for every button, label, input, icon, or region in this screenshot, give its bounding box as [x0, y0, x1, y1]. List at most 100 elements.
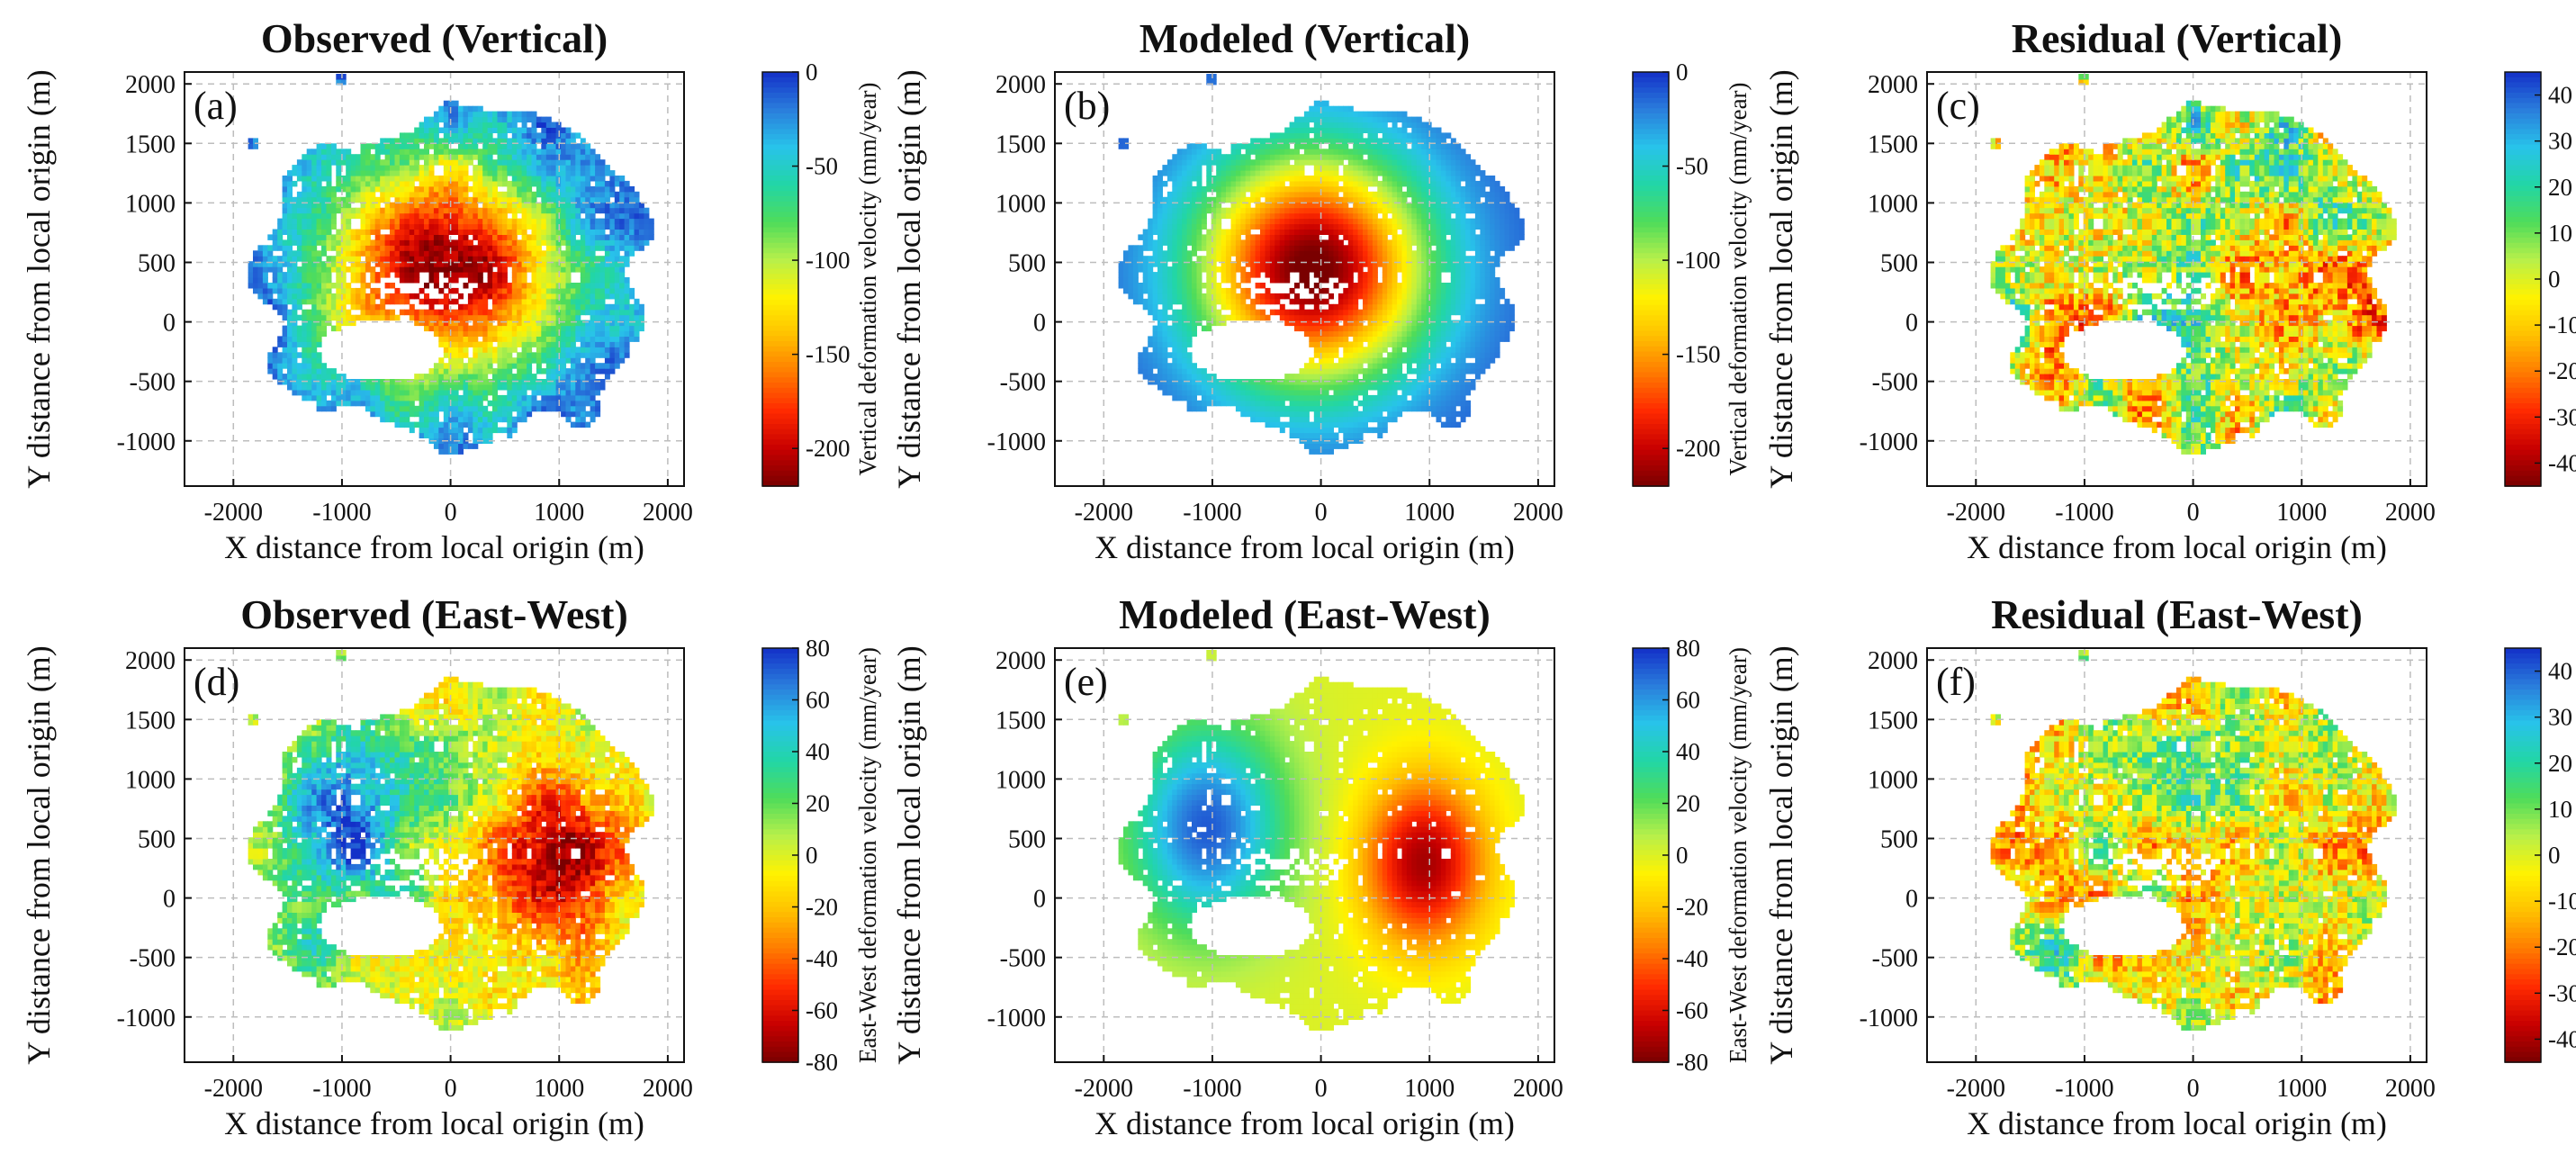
- heatmap-cell: [464, 320, 469, 327]
- heatmap-cell: [502, 132, 508, 139]
- heatmap-cell: [444, 310, 449, 316]
- heatmap-cell: [482, 197, 488, 203]
- heatmap-cell: [331, 401, 337, 407]
- heatmap-cell: [410, 132, 415, 139]
- heatmap-cell: [400, 422, 405, 428]
- heatmap-cell: [473, 395, 478, 401]
- heatmap-cell: [302, 219, 307, 225]
- heatmap-cell: [385, 256, 391, 262]
- heatmap-cell: [365, 250, 371, 257]
- heatmap-cell: [287, 347, 293, 353]
- heatmap-cell: [482, 181, 488, 187]
- heatmap-cell: [502, 331, 508, 338]
- heatmap-cell: [468, 357, 473, 364]
- heatmap-cell: [302, 272, 307, 278]
- heatmap-cell: [482, 368, 488, 374]
- heatmap-cell: [267, 288, 273, 294]
- heatmap-cell: [454, 181, 459, 187]
- heatmap-cell: [327, 224, 332, 230]
- heatmap-cell: [317, 154, 322, 160]
- heatmap-cell: [492, 181, 498, 187]
- heatmap-cell: [375, 250, 381, 257]
- heatmap-cell: [458, 176, 464, 182]
- heatmap-cell: [478, 208, 483, 214]
- heatmap-cell: [468, 256, 473, 262]
- heatmap-cell: [317, 230, 322, 236]
- heatmap-cell: [302, 186, 307, 193]
- heatmap-cell: [297, 352, 302, 358]
- heatmap-cell: [385, 213, 391, 220]
- heatmap-cell: [375, 219, 381, 225]
- heatmap-cell: [283, 213, 288, 220]
- heatmap-cell: [385, 283, 391, 289]
- heatmap-cell: [507, 143, 512, 149]
- heatmap-cell: [429, 170, 435, 176]
- heatmap-cell: [434, 310, 439, 316]
- heatmap-cell: [356, 390, 361, 396]
- heatmap-cell: [400, 149, 405, 155]
- heatmap-cell: [302, 197, 307, 203]
- heatmap-cell: [458, 112, 464, 118]
- heatmap-cell: [444, 326, 449, 332]
- heatmap-cell: [277, 272, 283, 278]
- heatmap-cell: [400, 384, 405, 391]
- heatmap-cell: [351, 208, 356, 214]
- heatmap-cell: [419, 132, 425, 139]
- heatmap-cell: [478, 219, 483, 225]
- heatmap-cell: [468, 266, 473, 273]
- heatmap-cell: [292, 234, 297, 240]
- heatmap-cell: [365, 149, 371, 155]
- heatmap-cell: [390, 234, 395, 240]
- heatmap-cell: [438, 390, 444, 396]
- heatmap-cell: [429, 245, 435, 251]
- heatmap-cell: [302, 283, 307, 289]
- heatmap-cell: [317, 304, 322, 311]
- heatmap-cell: [321, 299, 327, 305]
- heatmap-cell: [273, 234, 278, 240]
- heatmap-cell: [248, 143, 254, 149]
- heatmap-cell: [327, 304, 332, 311]
- heatmap-cell: [404, 208, 410, 214]
- heatmap-cell: [404, 406, 410, 412]
- heatmap-cell: [356, 192, 361, 198]
- heatmap-cell: [482, 219, 488, 225]
- heatmap-cell: [478, 159, 483, 166]
- heatmap-cell: [331, 234, 337, 240]
- heatmap-cell: [336, 74, 341, 80]
- heatmap-cell: [400, 277, 405, 284]
- heatmap-cell: [400, 239, 405, 246]
- heatmap-cell: [507, 261, 512, 267]
- heatmap-cell: [283, 293, 288, 300]
- heatmap-cell: [454, 213, 459, 220]
- heatmap-cell: [317, 368, 322, 374]
- heatmap-cell: [341, 159, 347, 166]
- heatmap-cell: [380, 299, 385, 305]
- heatmap-cell: [361, 208, 366, 214]
- heatmap-cell: [434, 256, 439, 262]
- heatmap-cell: [277, 266, 283, 273]
- heatmap-cell: [390, 154, 395, 160]
- heatmap-cell: [331, 293, 337, 300]
- heatmap-cell: [507, 341, 512, 347]
- heatmap-cell: [287, 331, 293, 338]
- heatmap-cell: [336, 176, 341, 182]
- heatmap-cell: [351, 293, 356, 300]
- heatmap-cell: [283, 250, 288, 257]
- heatmap-cell: [478, 256, 483, 262]
- heatmap-cell: [287, 299, 293, 305]
- heatmap-cell: [380, 390, 385, 396]
- heatmap-cell: [478, 331, 483, 338]
- heatmap-cell: [482, 176, 488, 182]
- heatmap-cell: [380, 310, 385, 316]
- heatmap-cell: [375, 245, 381, 251]
- heatmap-cell: [327, 143, 332, 149]
- heatmap-cell: [488, 422, 493, 428]
- heatmap-cell: [385, 395, 391, 401]
- heatmap-cell: [419, 245, 425, 251]
- heatmap-cell: [404, 149, 410, 155]
- heatmap-cell: [361, 149, 366, 155]
- heatmap-cell: [498, 230, 503, 236]
- heatmap-cell: [507, 230, 512, 236]
- heatmap-cell: [336, 304, 341, 311]
- heatmap-cell: [448, 149, 454, 155]
